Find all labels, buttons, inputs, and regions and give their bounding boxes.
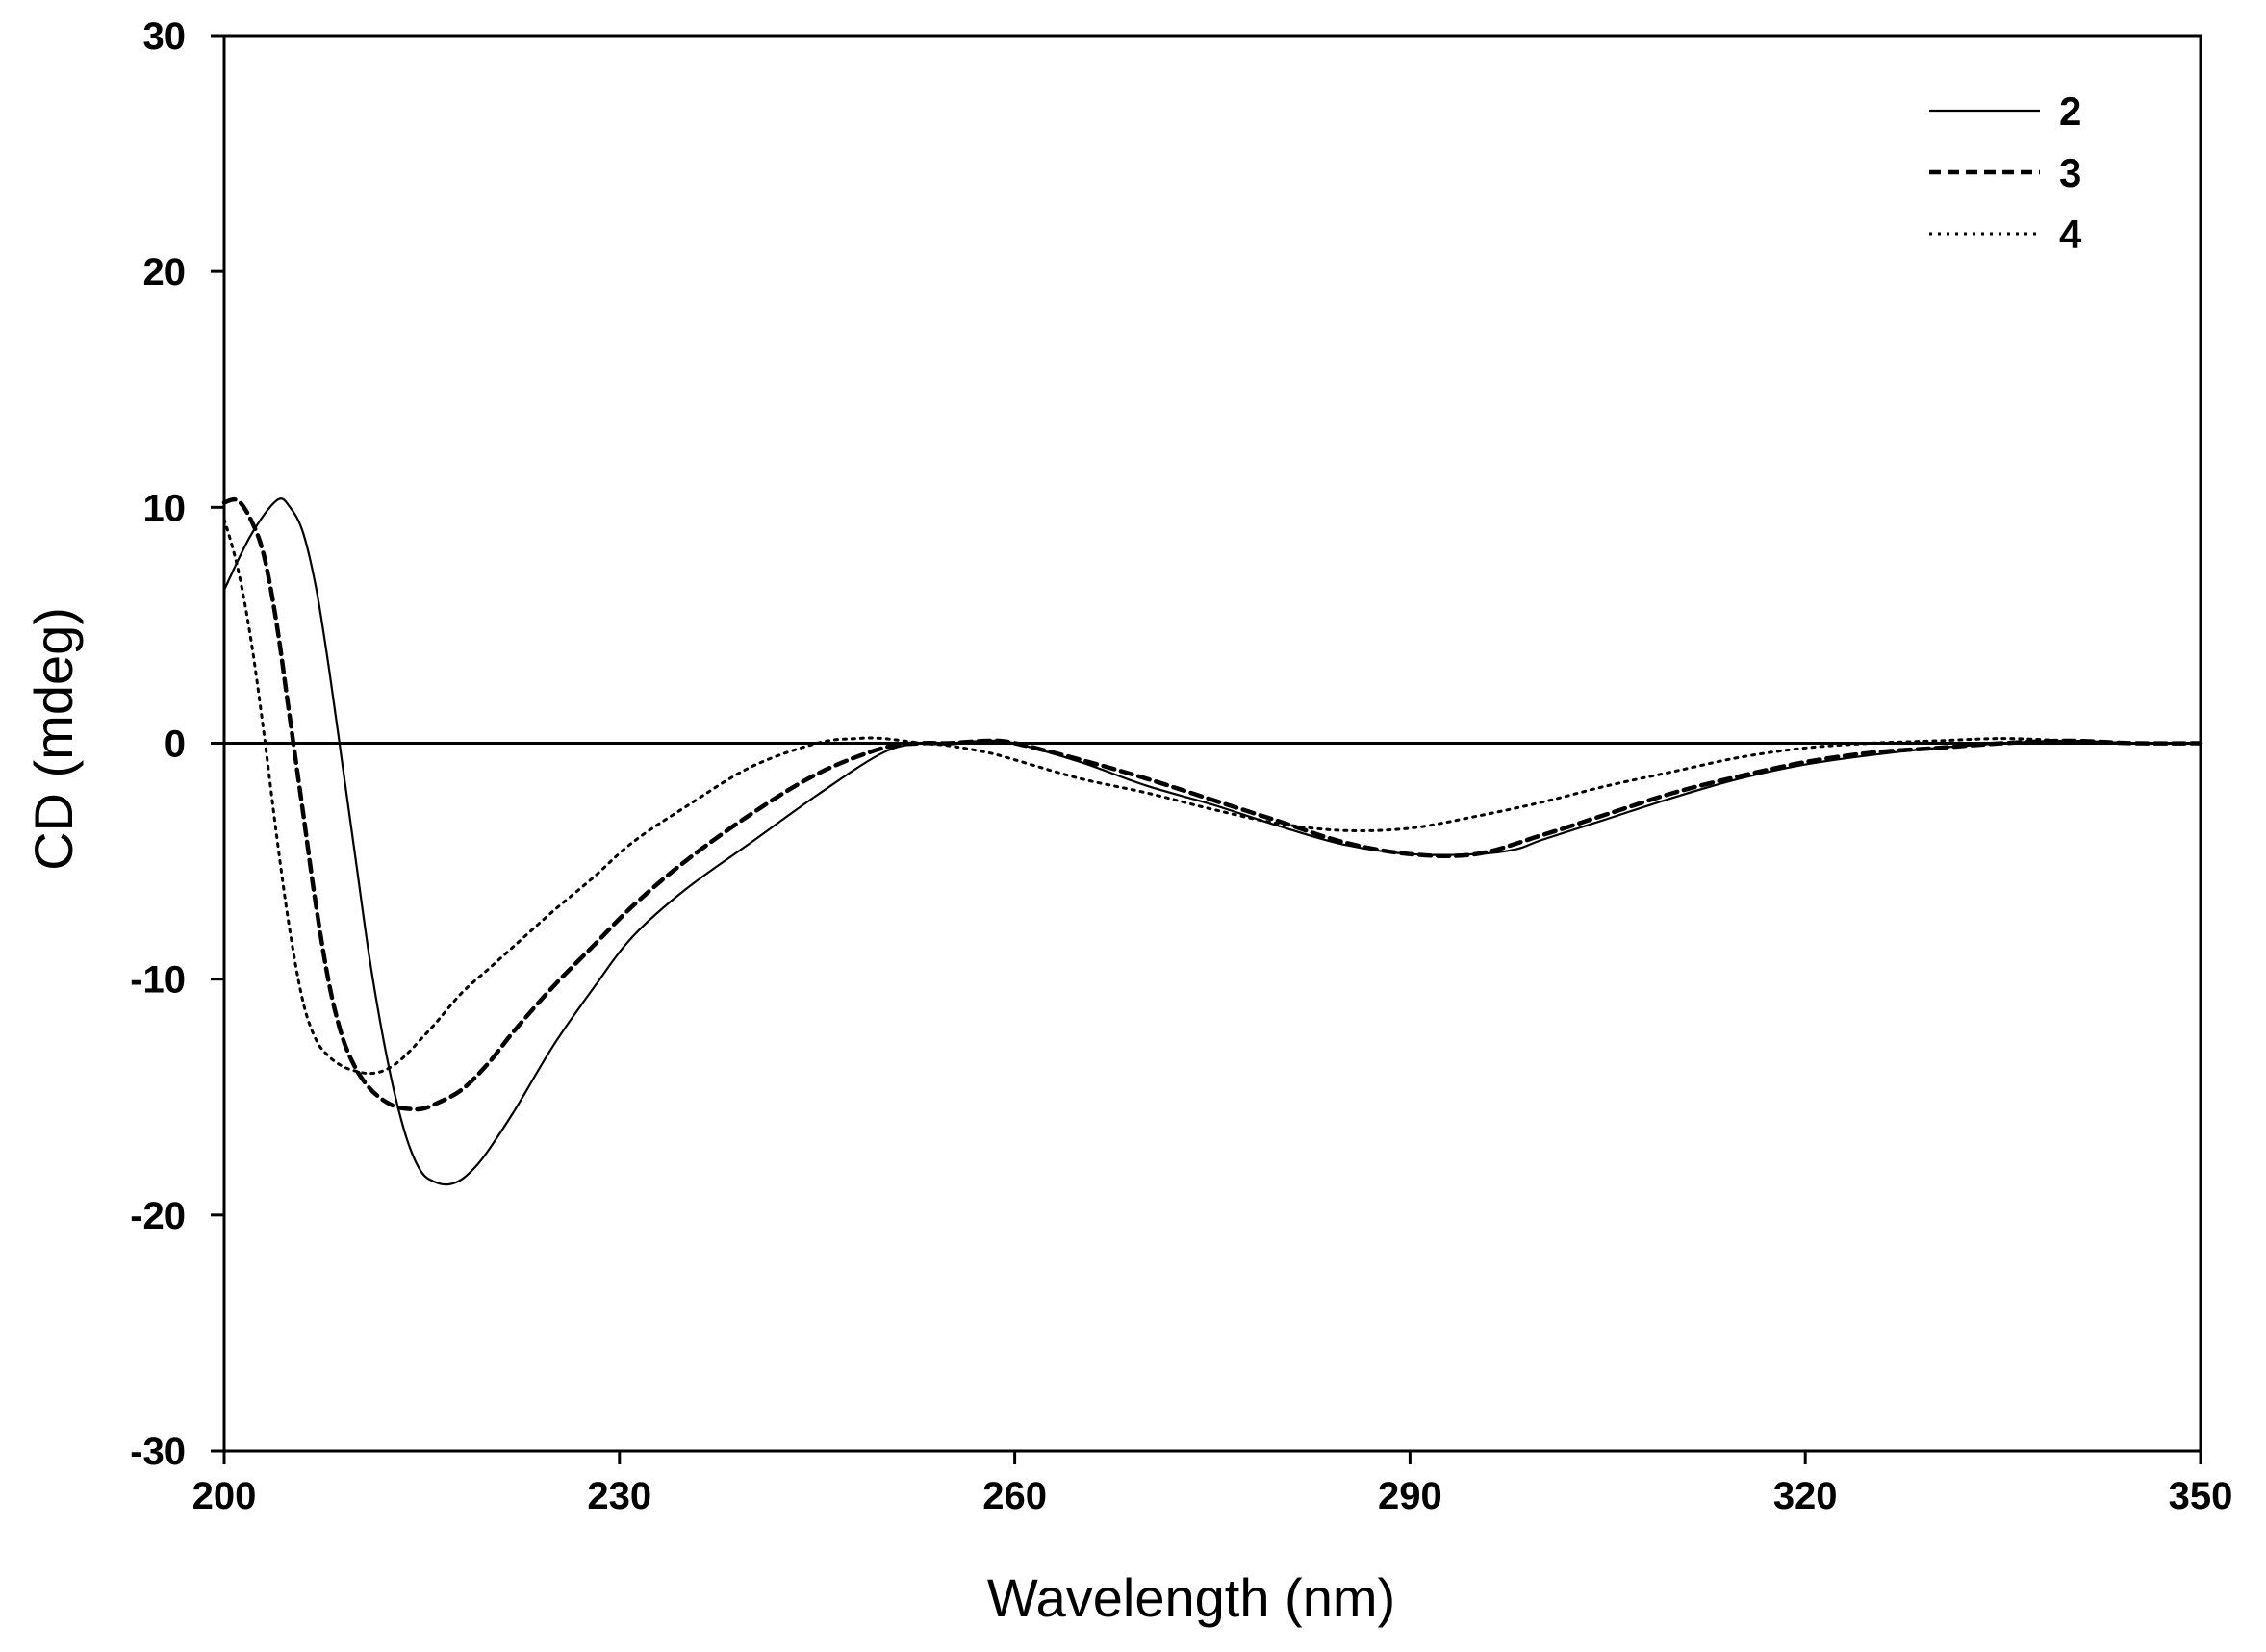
y-tick-label: -10 [130,959,186,1002]
x-tick-label: 230 [587,1475,651,1517]
y-axis-ticks: 30 20 10 0 -10 -20 -30 [130,15,224,1473]
series-line-4 [222,518,2202,1076]
legend-label-3: 3 [2059,150,2081,195]
y-tick-label: -20 [130,1195,186,1237]
x-tick-label: 260 [982,1475,1047,1517]
y-tick-label: 10 [143,487,187,529]
x-axis-title: Wavelength (nm) [987,1567,1395,1628]
y-tick-label: 30 [143,15,187,58]
legend-label-4: 4 [2059,212,2082,257]
y-tick-label: 20 [143,251,187,293]
x-tick-label: 200 [192,1475,257,1517]
x-tick-label: 320 [1773,1475,1838,1517]
legend-label-2: 2 [2059,89,2081,134]
x-axis-ticks: 200 230 260 290 320 350 [192,1451,2233,1517]
series-layer [221,496,2203,1186]
x-tick-label: 290 [1378,1475,1442,1517]
series-line-3 [221,496,2203,1112]
legend: 2 3 4 [1929,89,2082,257]
y-axis-title: CD (mdeg) [23,607,84,871]
y-tick-label: -30 [130,1431,186,1473]
x-tick-label: 350 [2169,1475,2233,1517]
y-tick-label: 0 [165,724,186,766]
series-line-2 [222,497,2202,1186]
